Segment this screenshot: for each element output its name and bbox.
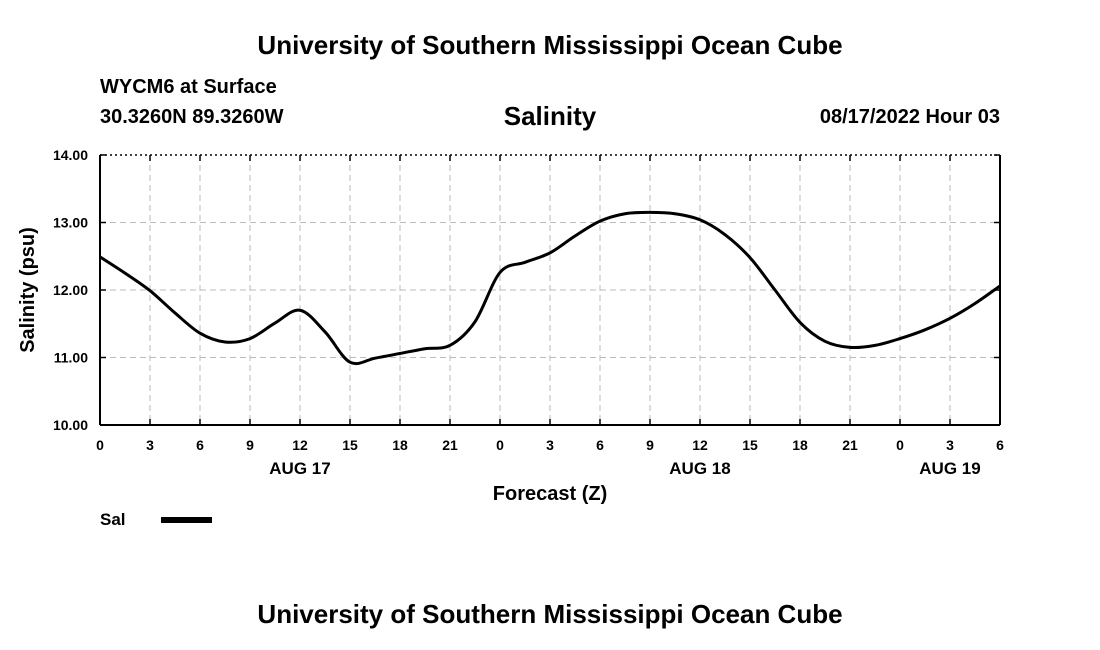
y-tick-label: 10.00 — [53, 417, 88, 433]
x-tick-label: 6 — [996, 437, 1004, 453]
x-tick-label: 18 — [792, 437, 808, 453]
x-tick-label: 12 — [292, 437, 308, 453]
y-tick-label: 13.00 — [53, 215, 88, 231]
x-date-label: AUG 19 — [919, 459, 980, 478]
x-tick-label: 0 — [896, 437, 904, 453]
station-coordinates: 30.3260N 89.3260W — [100, 106, 284, 128]
page-footer-title: University of Southern Mississippi Ocean… — [257, 599, 843, 629]
salinity-series-line — [99, 210, 1001, 366]
y-tick-label: 11.00 — [54, 350, 88, 366]
x-tick-label: 15 — [342, 437, 358, 453]
x-tick-label: 0 — [96, 437, 104, 453]
x-date-label: AUG 17 — [269, 459, 330, 478]
x-tick-label: 18 — [392, 437, 408, 453]
x-date-label: AUG 18 — [669, 459, 730, 478]
station-label: WYCM6 at Surface — [100, 76, 277, 98]
x-tick-label: 12 — [692, 437, 708, 453]
x-tick-label: 21 — [442, 437, 458, 453]
page-title: University of Southern Mississippi Ocean… — [257, 30, 843, 60]
x-axis-label: Forecast (Z) — [493, 483, 607, 505]
chart-title: Salinity — [503, 101, 597, 131]
x-tick-label: 15 — [742, 437, 758, 453]
y-axis-label: Salinity (psu) — [17, 227, 39, 353]
x-tick-label: 3 — [146, 437, 154, 453]
x-tick-label: 9 — [646, 437, 654, 453]
legend-label: Sal — [100, 510, 126, 529]
run-timestamp: 08/17/2022 Hour 03 — [819, 106, 1000, 128]
y-tick-label: 12.00 — [53, 282, 88, 298]
y-tick-label: 14.00 — [53, 147, 88, 163]
x-tick-label: 6 — [196, 437, 204, 453]
x-tick-label: 0 — [496, 437, 504, 453]
x-tick-label: 21 — [842, 437, 858, 453]
legend-line-swatch — [161, 517, 212, 523]
x-tick-label: 3 — [946, 437, 954, 453]
x-tick-label: 9 — [246, 437, 254, 453]
x-tick-label: 6 — [596, 437, 604, 453]
x-tick-label: 3 — [546, 437, 554, 453]
